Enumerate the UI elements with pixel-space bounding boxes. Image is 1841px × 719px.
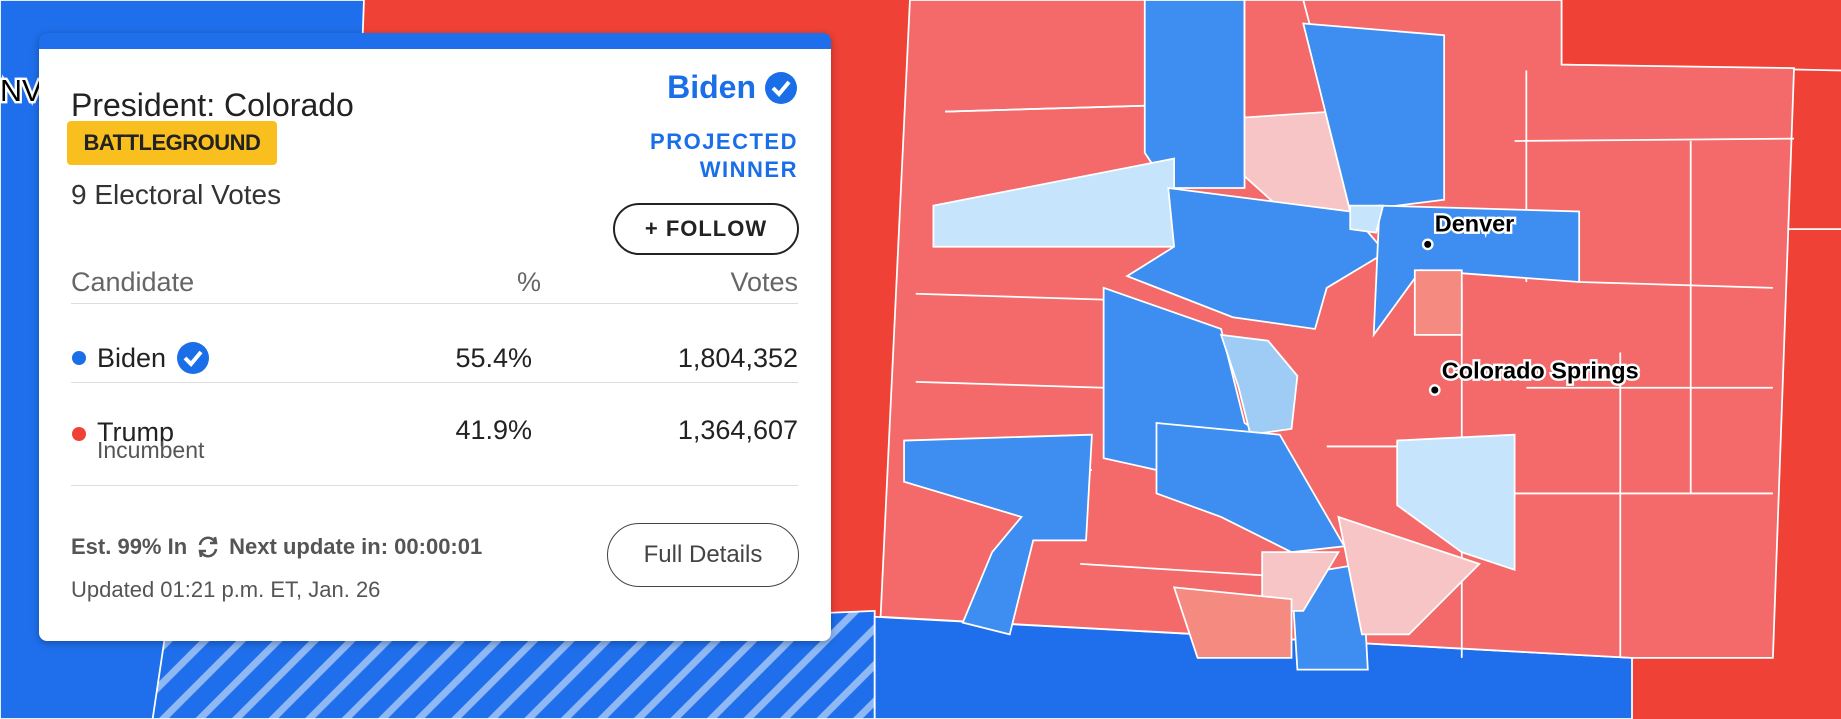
county — [1219, 333, 1299, 436]
follow-button[interactable]: + FOLLOW — [613, 203, 799, 255]
percent: 55.4% — [455, 343, 532, 373]
county — [1349, 204, 1385, 234]
city-dot — [1428, 384, 1441, 396]
winner-status: PROJECTED — [650, 129, 798, 154]
column-header: Votes — [730, 267, 798, 297]
check-icon — [765, 71, 797, 104]
county — [1396, 433, 1516, 572]
refresh-icon — [198, 536, 218, 558]
party-dot — [72, 427, 86, 441]
candidate-name: Biden — [97, 342, 167, 373]
column-header: Candidate — [71, 267, 195, 297]
winner-status: WINNER — [699, 157, 798, 182]
divider — [71, 382, 798, 383]
county — [1261, 551, 1341, 612]
county — [1143, 0, 1246, 189]
reporting: Est. 99% In — [71, 534, 188, 559]
candidate-name: Trump — [97, 417, 175, 447]
county — [1372, 204, 1581, 338]
city-label: Colorado Springs — [1442, 357, 1639, 383]
badge: BATTLEGROUND — [67, 121, 277, 165]
full-details-button[interactable]: Full Details — [607, 523, 799, 587]
race-card: President: Colorado BATTLEGROUND 9 Elect… — [39, 33, 831, 641]
percent: 41.9% — [455, 415, 532, 445]
column-header: % — [516, 267, 541, 297]
divider — [71, 303, 798, 304]
colorado — [879, 0, 1795, 671]
party-dot — [72, 351, 86, 365]
city-label: Denver — [1435, 210, 1515, 236]
county — [1172, 586, 1293, 659]
candidate: Biden — [97, 341, 210, 375]
electoral-votes: 9 Electoral Votes — [71, 179, 282, 210]
reporting-status: Est. 99% In Next update in: 00:00:01 — [71, 534, 482, 560]
county — [1413, 269, 1463, 336]
county — [903, 433, 1093, 636]
state-label: NV — [0, 74, 43, 108]
city-dot — [1421, 238, 1434, 251]
winner-name: Biden — [667, 69, 756, 105]
next-update: Next update in: 00:00:01 — [229, 534, 483, 559]
divider — [71, 485, 798, 486]
county — [1337, 515, 1482, 636]
votes: 1,364,607 — [677, 415, 798, 445]
winner: Biden — [667, 69, 798, 106]
votes: 1,804,352 — [677, 343, 798, 373]
candidate-note: Incumbent — [97, 437, 205, 463]
updated-time: Updated 01:21 p.m. ET, Jan. 26 — [71, 577, 381, 602]
check-icon — [177, 342, 210, 374]
card-title: President: Colorado — [71, 87, 354, 123]
